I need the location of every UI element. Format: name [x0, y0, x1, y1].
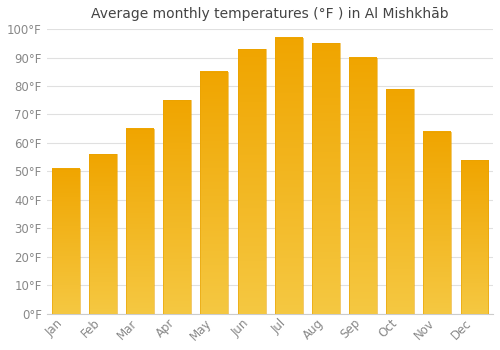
Bar — [164, 100, 191, 314]
Bar — [275, 37, 302, 314]
Bar — [349, 57, 377, 314]
Bar — [424, 132, 452, 314]
Bar — [460, 160, 488, 314]
Bar — [126, 129, 154, 314]
Bar — [386, 89, 414, 314]
Bar — [52, 169, 80, 314]
Bar — [312, 43, 340, 314]
Title: Average monthly temperatures (°F ) in Al Mishkhāb: Average monthly temperatures (°F ) in Al… — [92, 7, 449, 21]
Bar — [200, 72, 228, 314]
Bar — [89, 154, 117, 314]
Bar — [238, 49, 266, 314]
